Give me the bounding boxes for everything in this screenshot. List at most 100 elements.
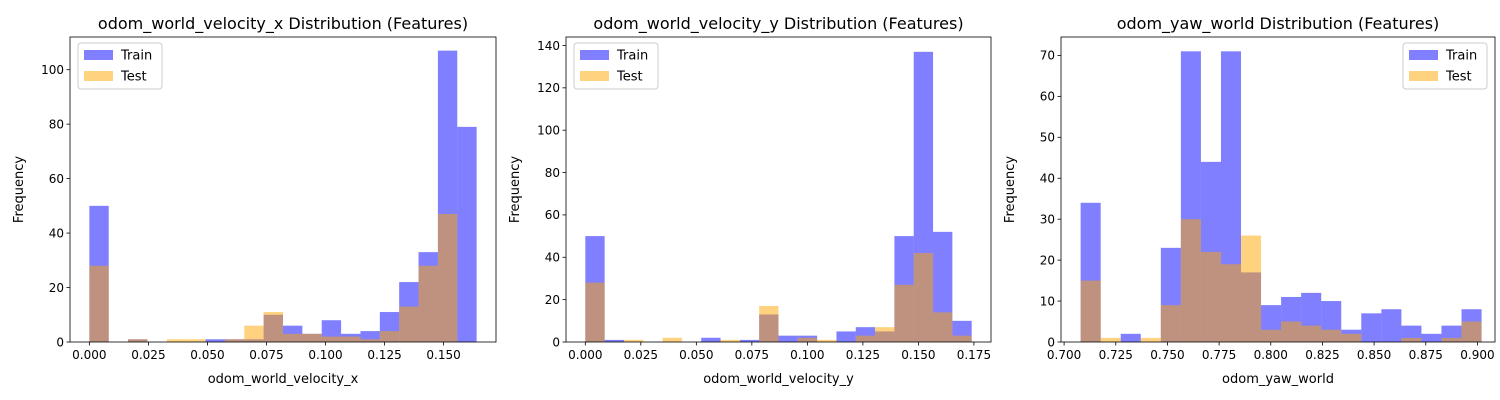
x-tick-label: 0.000 [568,348,602,362]
y-tick-label: 20 [1040,253,1055,267]
x-tick-label: 0.050 [190,348,224,362]
y-tick-label: 50 [1040,131,1055,145]
y-axis-label: Frequency [12,156,27,223]
legend-label-test: Test [120,70,147,85]
subplot-1: 0.000 0.025 0.050 0.075 0.100 0.125 0.150 0 20 40… [12,14,497,387]
y-tick-label: 70 [1040,49,1055,63]
y-tick-label: 80 [545,166,560,180]
x-axis-label: odom_yaw_world [1222,372,1334,387]
legend: Train Test [77,42,163,90]
x-axis-label: odom_world_velocity_x [208,372,359,387]
y-tick-label: 120 [537,81,560,95]
histogram-bar-test [399,306,419,342]
histogram-bar-test [1180,219,1201,342]
histogram-bar-test [437,214,458,342]
legend-label-train: Train [616,49,648,64]
x-tick-label: 0.725 [1099,348,1133,362]
histogram-bar-train [739,339,760,342]
x-tick-label: 0.700 [1047,348,1081,362]
x-tick-label: 0.150 [426,348,460,362]
x-tick-label: 0.075 [735,348,769,362]
histogram-bar-test [89,265,109,342]
histogram-bar-test [321,336,342,342]
x-tick-label: 0.100 [790,348,824,362]
subplot-3: 0.700 0.725 0.750 0.775 0.800 0.825 0.850 0.875… [1003,14,1496,387]
histogram-bar-test [1220,264,1242,342]
histogram-bar-test [1441,337,1462,342]
histogram-bar-test [855,335,876,342]
legend-swatch-test [84,71,113,81]
histogram-bar-train [360,331,380,342]
y-tick-label: 20 [545,293,560,307]
histogram-bar-test [817,339,837,342]
y-tick-label: 0 [1047,335,1055,349]
histogram-bar-test [1261,329,1282,342]
histogram-bar-test [166,339,187,342]
histogram-bar-test [1200,251,1221,342]
histogram-bar-test [1401,337,1422,342]
histogram-bar-test [1241,235,1262,342]
histogram-bars [585,51,972,343]
y-tick-label: 60 [49,172,64,186]
histogram-bar-train [1120,333,1141,342]
y-tick-label: 80 [49,117,64,131]
y-tick-label: 100 [537,123,560,137]
histogram-bar-test [720,339,740,342]
histogram-bar-test [1281,321,1302,342]
histogram-bar-train [836,331,856,342]
legend-label-test: Test [616,70,643,85]
series-test [1080,219,1482,342]
x-tick-label: 0.825 [1305,348,1339,362]
y-tick-label: 0 [552,335,560,349]
histogram-bar-test [263,312,283,342]
legend-swatch-test [1409,71,1438,81]
histogram-bar-test [302,333,322,342]
histogram-bar-test [1461,321,1482,342]
subplots: 0.000 0.025 0.050 0.075 0.100 0.125 0.150 0 20 40… [12,14,1496,387]
y-tick-label: 100 [41,63,64,77]
histogram-bars [89,50,477,343]
histogram-bar-test [1140,337,1161,342]
y-tick-label: 0 [56,335,64,349]
x-tick-label: 0.175 [957,348,991,362]
histogram-bar-test [360,339,380,342]
x-tick-label: 0.850 [1357,348,1391,362]
histogram-bar-test [1080,280,1101,342]
histogram-bar-train [1421,333,1442,342]
histogram-bar-test [1321,329,1342,342]
x-tick-label: 0.150 [901,348,935,362]
histogram-bar-test [623,339,644,342]
histogram-bar-test [797,337,818,342]
chart-title: odom_world_velocity_y Distribution (Feat… [593,14,963,34]
y-tick-label: 30 [1040,212,1055,226]
histogram-bar-train [1361,313,1382,342]
x-tick-label: 0.050 [679,348,713,362]
x-tick-label: 0.900 [1460,348,1494,362]
x-tick-label: 0.800 [1254,348,1288,362]
legend-label-train: Train [1445,49,1477,64]
x-tick-label: 0.125 [367,348,401,362]
x-tick-label: 0.000 [72,348,106,362]
histogram-bar-test [952,335,972,342]
chart-title: odom_world_velocity_x Distribution (Feat… [98,14,468,34]
legend-label-test: Test [1445,70,1472,85]
chart-title: odom_yaw_world Distribution (Features) [1117,14,1440,34]
series-test [585,253,972,342]
x-tick-label: 0.875 [1409,348,1443,362]
histogram-bar-train [778,335,798,342]
x-axis-label: odom_world_velocity_y [703,372,854,387]
histogram-bar-test [1341,333,1362,342]
x-tick-label: 0.100 [308,348,342,362]
y-tick-label: 40 [1040,172,1055,186]
axes-frame [1060,36,1496,343]
y-tick-label: 20 [49,281,64,295]
histogram-bar-train [457,126,477,342]
y-tick-label: 10 [1040,294,1055,308]
x-tick-label: 0.750 [1150,348,1184,362]
y-tick-label: 60 [1040,90,1055,104]
histogram-bar-test [1100,337,1121,342]
histogram-bar-test [186,339,206,342]
histogram-bar-test [224,339,245,342]
axes-frame [69,36,497,343]
histogram-bar-test [933,312,953,342]
